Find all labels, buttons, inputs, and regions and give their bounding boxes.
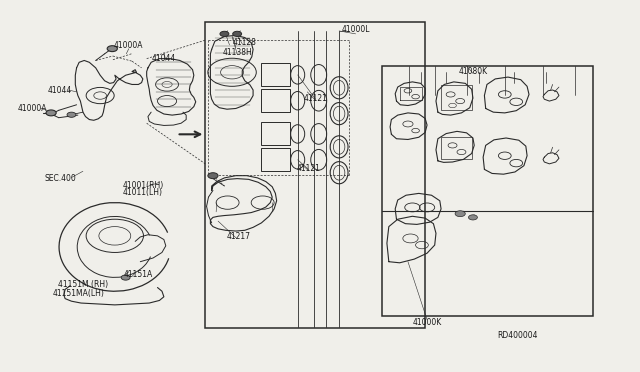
Text: 41138H: 41138H — [223, 48, 253, 57]
Bar — [441, 137, 472, 159]
Circle shape — [107, 46, 117, 52]
Bar — [383, 65, 593, 316]
Text: 41217: 41217 — [227, 232, 251, 241]
Text: 41001(RH): 41001(RH) — [122, 181, 163, 190]
Bar — [261, 63, 290, 86]
Circle shape — [67, 112, 76, 117]
Text: 41128: 41128 — [233, 38, 257, 46]
Circle shape — [468, 215, 477, 220]
Bar — [261, 89, 290, 112]
Text: 41000K: 41000K — [412, 318, 442, 327]
Text: 41121: 41121 — [296, 164, 321, 173]
Circle shape — [220, 31, 229, 36]
Text: 41151M (RH): 41151M (RH) — [58, 280, 108, 289]
Text: RD400004: RD400004 — [497, 331, 538, 340]
Text: 41080K: 41080K — [458, 67, 488, 76]
Circle shape — [121, 275, 130, 280]
Circle shape — [233, 31, 242, 36]
Bar — [441, 85, 472, 110]
Text: 41000A: 41000A — [17, 104, 47, 113]
Text: 41000A: 41000A — [114, 41, 143, 50]
Circle shape — [455, 211, 465, 217]
Text: SEC.400: SEC.400 — [45, 174, 77, 183]
Circle shape — [46, 110, 56, 116]
Text: 41000L: 41000L — [341, 25, 370, 34]
Bar — [205, 22, 425, 328]
Text: 41151MA(LH): 41151MA(LH) — [52, 289, 104, 298]
Text: 41011(LH): 41011(LH) — [123, 188, 163, 197]
Bar — [261, 122, 290, 145]
Text: 41044: 41044 — [152, 54, 176, 63]
Text: 41121: 41121 — [303, 94, 328, 103]
Text: 41044: 41044 — [48, 86, 72, 94]
Bar — [261, 148, 290, 171]
Text: 41151A: 41151A — [124, 270, 153, 279]
Circle shape — [208, 173, 218, 179]
